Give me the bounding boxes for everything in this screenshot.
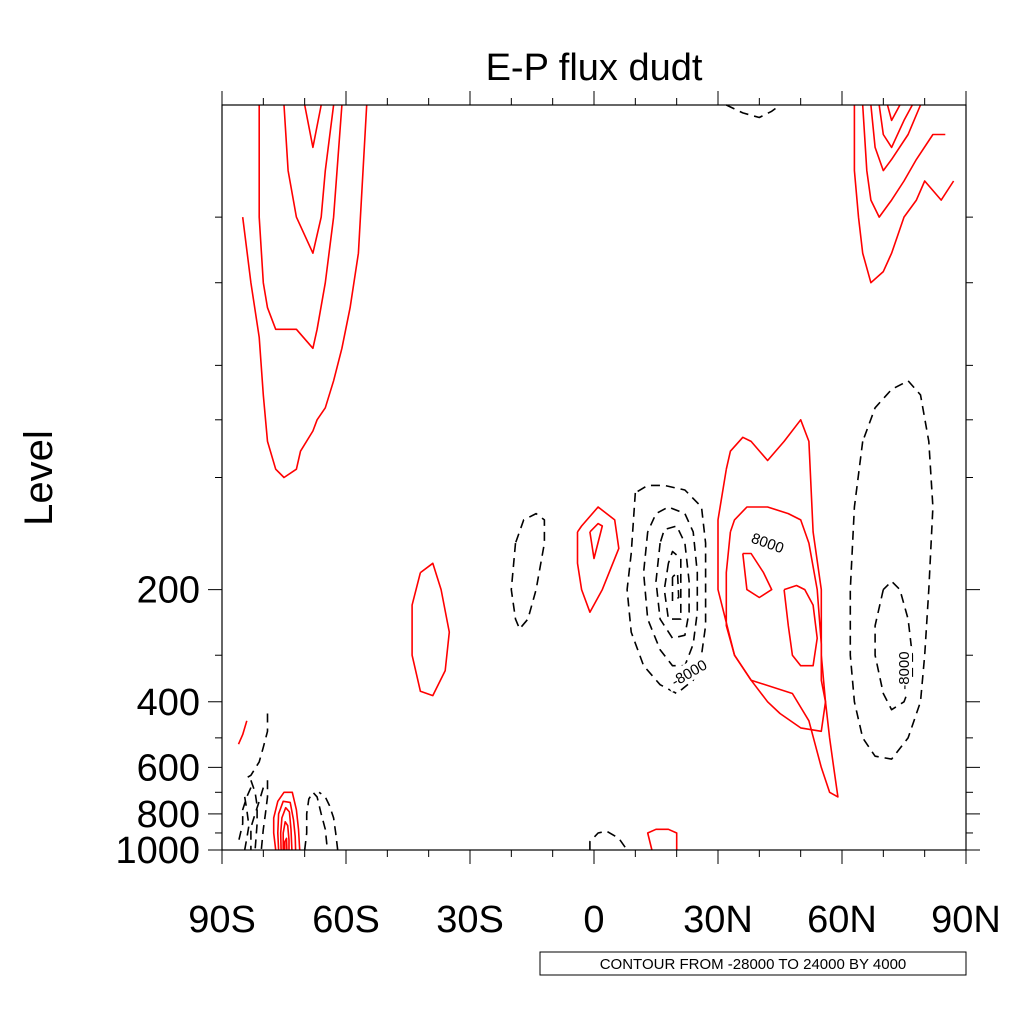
positive-contour-line — [783, 584, 818, 667]
positive-contour-line — [725, 506, 827, 733]
positive-contour-line — [589, 522, 604, 560]
positive-contour-line — [870, 104, 922, 172]
negative-contour-line — [250, 787, 265, 850]
positive-contour-line — [279, 806, 293, 851]
negative-contour-line — [655, 525, 690, 639]
negative-contour-line — [671, 571, 680, 603]
negative-contour-line — [510, 512, 546, 630]
x-tick-label: 60N — [807, 899, 877, 941]
x-tick-label: 0 — [583, 899, 604, 941]
negative-contour-line — [243, 796, 250, 851]
positive-contour-line — [742, 552, 773, 599]
contour-label-bg — [662, 652, 715, 693]
negative-contour-line — [318, 791, 339, 851]
positive-contour-line — [411, 562, 451, 697]
y-tick-label: 1000 — [115, 830, 200, 872]
negative-contour-line — [626, 484, 707, 695]
positive-contour-line — [241, 104, 368, 479]
negative-contour-line — [663, 550, 682, 620]
contour-label-bg — [746, 526, 790, 558]
x-tick-label: 60S — [312, 899, 380, 941]
negative-contour-line — [237, 787, 252, 842]
contour-label-text: -8000 — [896, 651, 913, 689]
positive-contour-line — [878, 104, 914, 149]
positive-contour-line — [886, 104, 901, 122]
positive-contour-line — [646, 828, 678, 851]
contour-info-frame — [539, 951, 967, 976]
y-tick-label: 800 — [137, 794, 200, 836]
x-tick-label: 30S — [436, 899, 504, 941]
y-tick-label: 400 — [137, 682, 200, 724]
contour-lines — [237, 104, 955, 851]
positive-contour-line — [861, 104, 946, 218]
x-tick-label: 30N — [683, 899, 753, 941]
positive-contour-line — [284, 837, 288, 851]
negative-contour-line — [250, 780, 258, 851]
y-axis-label: Level — [17, 430, 61, 526]
contour-label-bg — [894, 646, 912, 696]
positive-contour-line — [303, 104, 322, 149]
negative-contour-line — [260, 780, 269, 851]
x-tick-label: 90S — [188, 899, 256, 941]
chart-title: E-P flux dudt — [486, 47, 703, 89]
x-tick-labels: 90S 60S 30S 0 30N 60N 90N — [188, 899, 1001, 941]
x-tick-label: 90N — [931, 899, 1001, 941]
negative-contour-line — [589, 830, 628, 851]
positive-contour-line — [576, 506, 620, 613]
contour-info-box: CONTOUR FROM -28000 TO 24000 BY 4000 — [539, 951, 967, 976]
negative-contour-line — [642, 506, 699, 667]
positive-contour-line — [853, 105, 955, 284]
positive-contour-line — [277, 800, 297, 851]
positive-contour-line — [272, 791, 301, 851]
y-tick-label: 200 — [137, 570, 200, 612]
contour-label: -8000 — [894, 646, 913, 696]
negative-contour-line — [725, 104, 781, 119]
contour-info-text: CONTOUR FROM -28000 TO 24000 BY 4000 — [600, 956, 907, 973]
positive-contour-line — [258, 104, 343, 350]
negative-contour-line — [849, 380, 934, 760]
positive-contour-line — [282, 821, 290, 850]
negative-contour-line — [303, 791, 329, 851]
negative-contour-line — [242, 713, 269, 781]
axis-ticks — [208, 91, 980, 864]
positive-contour-line — [237, 720, 248, 745]
positive-contour-line — [283, 104, 335, 254]
y-tick-label: 600 — [137, 747, 200, 789]
